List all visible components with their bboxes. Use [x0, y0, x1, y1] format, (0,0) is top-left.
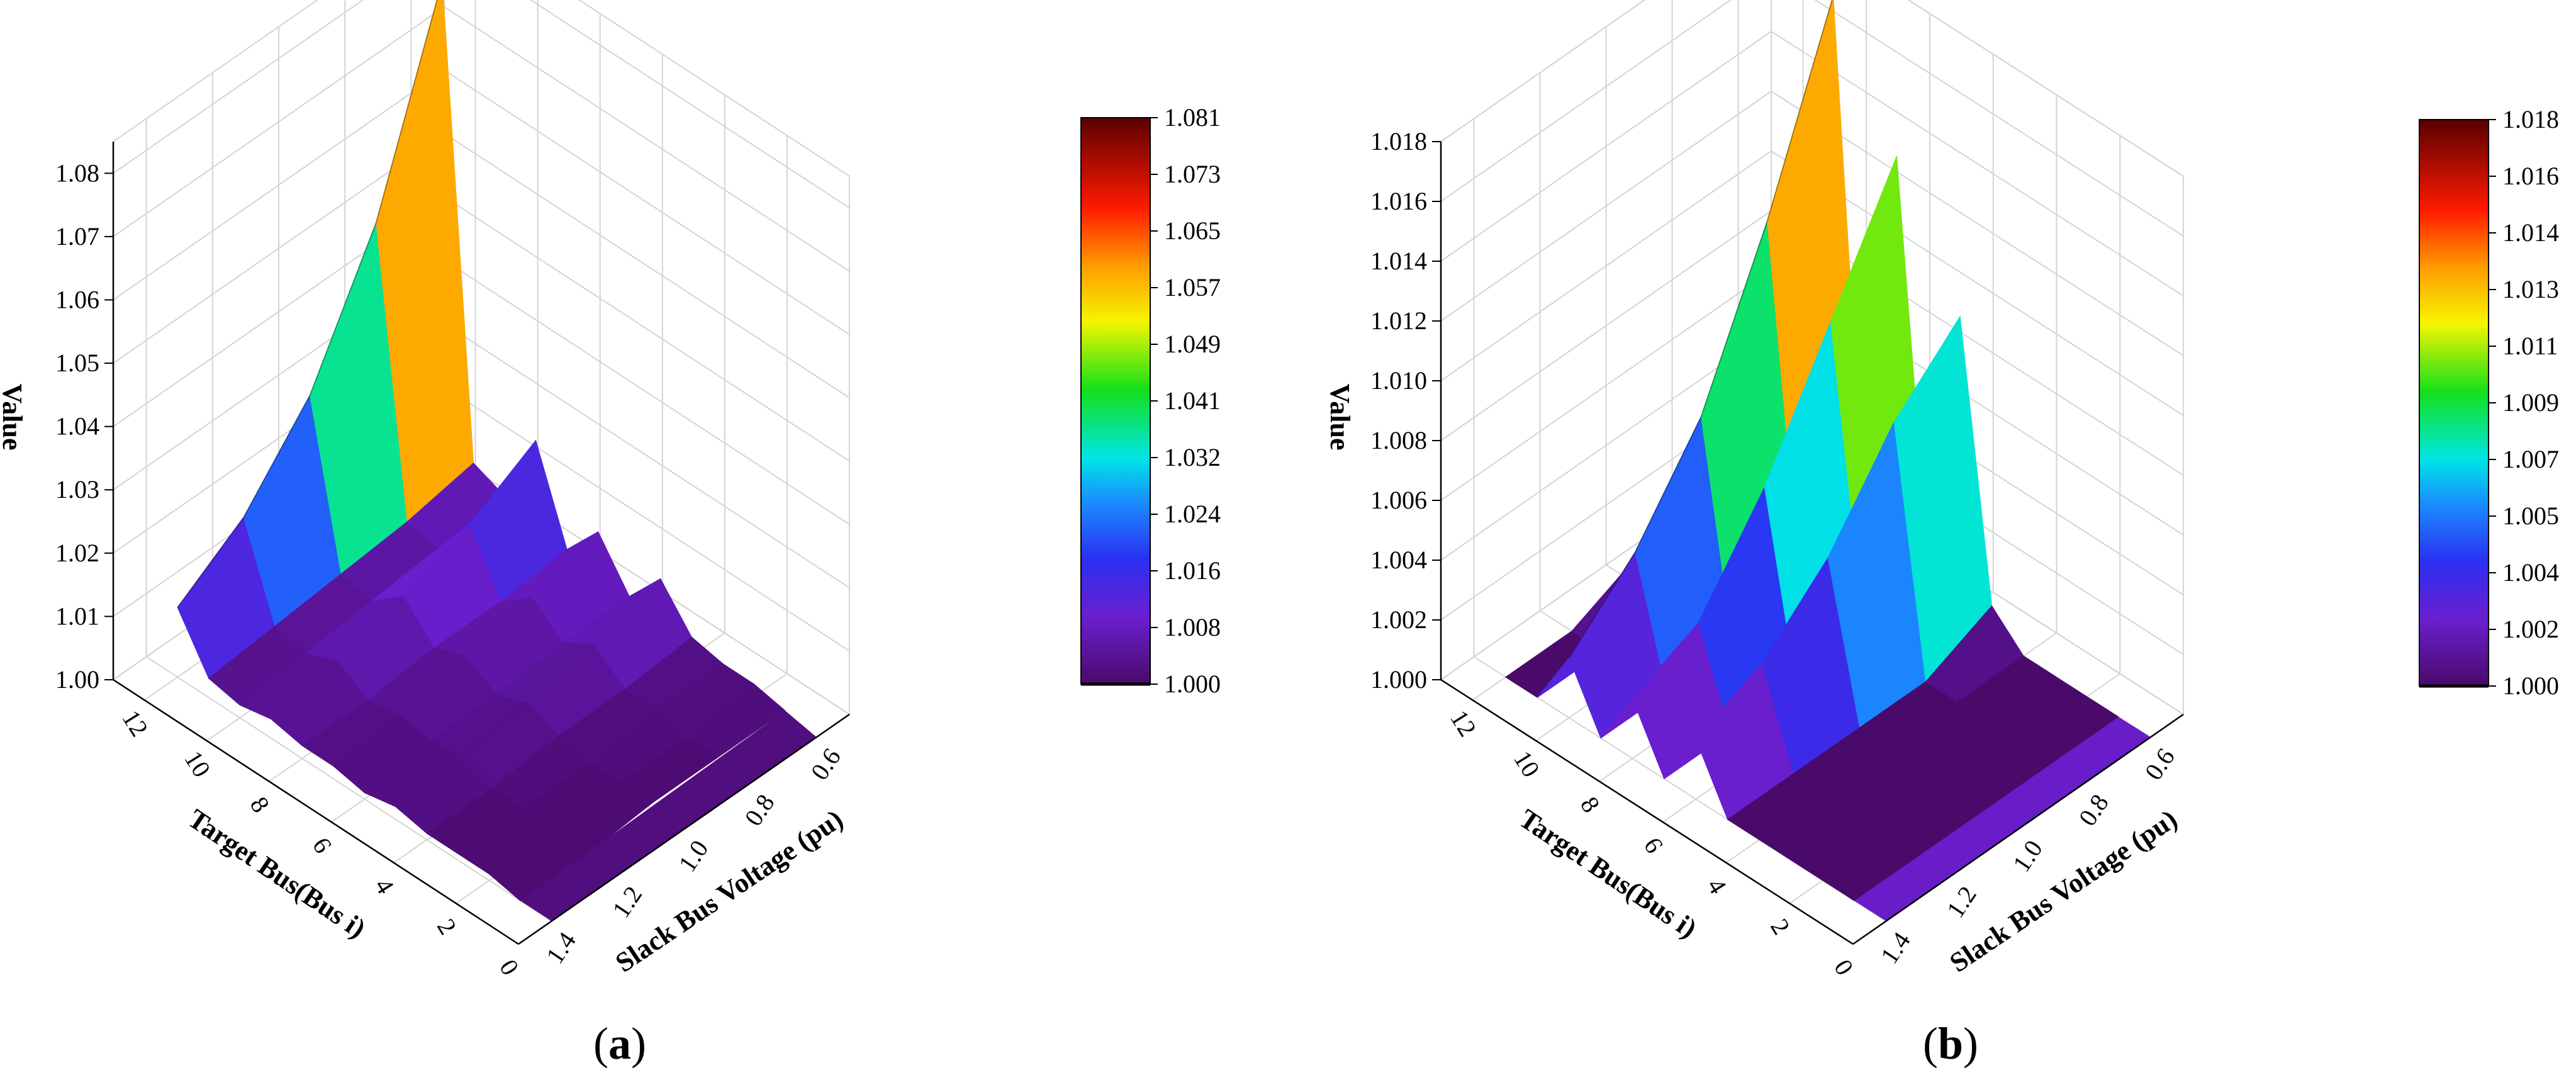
z-gridline	[113, 69, 850, 335]
surface-patch	[1854, 717, 2151, 921]
colorbar-tick-label: 1.018	[2502, 105, 2559, 133]
colorbar-tick-label: 1.024	[1164, 500, 1221, 528]
colorbar-tick-label: 1.004	[2502, 558, 2559, 587]
colorbar-tick-label: 1.009	[2502, 388, 2559, 417]
y-tick-label: 0.6	[2139, 743, 2180, 785]
y-axis-line	[1852, 713, 2184, 945]
panel-label: (a)	[593, 1018, 646, 1069]
ridge-line	[1568, 0, 1833, 658]
y-tick-label: 0.6	[805, 743, 846, 785]
colorbar-tick-label: 1.011	[2502, 332, 2558, 360]
z-tick-label: 1.000	[1370, 665, 1427, 694]
x-tick-label: 2	[1765, 914, 1796, 940]
z-axis-title: Value	[0, 384, 28, 451]
colorbar: 1.081 1.073 1.065 1.057 1.049 1.041 1.032 1.024…	[1080, 103, 1221, 698]
y-tick-label: 0.8	[739, 789, 780, 831]
surface	[177, 0, 817, 921]
z-tick-label: 1.06	[55, 285, 99, 313]
z-gridline	[1440, 150, 2184, 416]
colorbar-tick-label: 1.013	[2502, 275, 2559, 303]
x-tick-label: 0	[494, 954, 525, 980]
y-tick-label: 1.4	[1875, 927, 1916, 969]
y-axis-line	[518, 713, 850, 945]
colorbar-tick-label: 1.014	[2502, 218, 2559, 247]
x-tick-label: 8	[245, 792, 276, 818]
x-tick-label: 6	[1638, 833, 1669, 858]
x-tick-label: 4	[1702, 873, 1733, 899]
colorbar-tick-label: 1.065	[1164, 217, 1221, 245]
colorbar-gradient	[1080, 117, 1151, 685]
x-tick-label: 4	[369, 873, 400, 899]
z-tick-label: 1.008	[1370, 426, 1427, 454]
colorbar-tick-label: 1.016	[1164, 556, 1221, 585]
surface	[1504, 0, 2151, 921]
y-tick-label: 1.2	[1941, 881, 1982, 923]
surface-patch	[520, 711, 817, 921]
panel-b: 1.0001.0021.0041.0061.0081.0101.0121.014…	[1324, 0, 2559, 1069]
z-tick-label: 1.03	[55, 475, 99, 504]
y-tick-label: 1.2	[607, 881, 647, 923]
colorbar-tick-label: 1.081	[1164, 103, 1221, 132]
z-tick-label: 1.002	[1370, 605, 1427, 634]
z-tick-label: 1.04	[55, 412, 99, 441]
y-gridline	[145, 118, 552, 922]
x-tick-label: 12	[1445, 705, 1482, 741]
z-axis-title: Value	[1324, 384, 1355, 451]
colorbar-tick-label: 1.000	[1164, 670, 1221, 698]
colorbar-tick-label: 1.005	[2502, 502, 2559, 530]
colorbar-tick-label: 1.032	[1164, 443, 1221, 471]
z-gridline	[1440, 30, 2184, 296]
z-gridline	[113, 0, 850, 209]
x-tick-label: 6	[307, 833, 338, 858]
x-tick-label: 10	[179, 746, 216, 782]
colorbar-gradient	[2419, 119, 2489, 687]
x-axis-line	[1440, 678, 1854, 945]
colorbar-tick-label: 1.000	[2502, 672, 2559, 700]
x-tick-label: 8	[1575, 792, 1606, 818]
colorbar-tick-label: 1.041	[1164, 386, 1221, 415]
panel-label: (b)	[1923, 1018, 1978, 1069]
z-tick-label: 1.018	[1370, 127, 1427, 155]
y-tick-label: 1.4	[540, 927, 581, 969]
z-tick-label: 1.004	[1370, 546, 1427, 574]
z-tick-label: 1.08	[55, 159, 99, 187]
x-axis-line	[113, 678, 519, 945]
z-tick-label: 1.006	[1370, 486, 1427, 514]
z-gridline	[113, 6, 850, 272]
z-tick-label: 1.02	[55, 539, 99, 567]
colorbar-tick-label: 1.073	[1164, 160, 1221, 188]
z-tick-label: 1.012	[1370, 307, 1427, 335]
z-tick-label: 1.014	[1370, 247, 1427, 275]
colorbar-tick-label: 1.016	[2502, 162, 2559, 190]
colorbar: 1.018 1.016 1.014 1.013 1.011 1.009 1.007 1.005…	[2419, 105, 2559, 700]
y-tick-label: 1.0	[673, 835, 714, 877]
z-tick-label: 1.016	[1370, 187, 1427, 215]
colorbar-tick-label: 1.057	[1164, 273, 1221, 301]
z-gridline	[113, 196, 850, 462]
z-gridline	[1440, 0, 2184, 177]
colorbar-tick-label: 1.007	[2502, 445, 2559, 473]
z-tick-label: 1.07	[55, 222, 99, 250]
z-tick-label: 1.010	[1370, 366, 1427, 395]
z-gridline	[1440, 0, 2184, 237]
colorbar-tick-label: 1.002	[2502, 615, 2559, 643]
x-tick-label: 0	[1828, 954, 1859, 980]
z-gridline	[113, 132, 850, 398]
x-tick-label: 2	[432, 914, 462, 940]
z-tick-label: 1.00	[55, 665, 99, 694]
z-gridline	[1440, 90, 2184, 356]
ridge-line	[177, 0, 438, 608]
x-axis-title: Target Bus(Bus i)	[182, 803, 371, 944]
z-tick-label: 1.01	[55, 602, 99, 630]
colorbar-tick-label: 1.008	[1164, 613, 1221, 641]
y-tick-label: 1.0	[2007, 835, 2048, 877]
x-axis-title: Target Bus(Bus i)	[1514, 803, 1703, 944]
y-tick-label: 0.8	[2073, 789, 2114, 831]
colorbar-tick-label: 1.049	[1164, 330, 1221, 358]
x-tick-label: 10	[1508, 746, 1545, 782]
panel-a: 1.001.011.021.031.041.051.061.071.080246…	[0, 0, 1221, 1069]
x-tick-label: 12	[116, 705, 154, 741]
z-tick-label: 1.05	[55, 349, 99, 377]
